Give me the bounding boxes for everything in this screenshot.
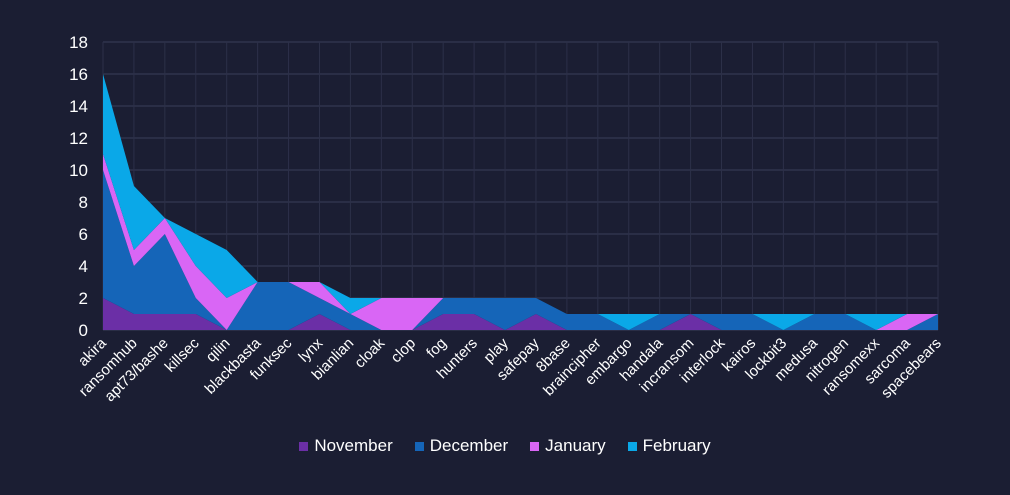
series-areas xyxy=(103,74,938,330)
y-tick-label: 12 xyxy=(69,129,88,148)
y-tick-label: 18 xyxy=(69,33,88,52)
legend-swatch xyxy=(530,441,540,451)
y-tick-label: 14 xyxy=(69,97,88,116)
y-tick-label: 10 xyxy=(69,161,88,180)
series-area-january xyxy=(103,154,938,330)
legend-swatch xyxy=(414,441,424,451)
legend-item-february: February xyxy=(627,436,711,456)
legend-swatch xyxy=(627,441,637,451)
legend-item-december: December xyxy=(414,436,509,456)
legend-label: December xyxy=(429,436,509,455)
series-area-december xyxy=(103,170,938,330)
series-area-november xyxy=(103,298,938,330)
legend-item-january: January xyxy=(530,436,606,456)
x-tick-label: killsec xyxy=(162,334,203,375)
y-tick-label: 4 xyxy=(79,257,88,276)
y-tick-label: 2 xyxy=(79,289,88,308)
legend-label: November xyxy=(314,436,393,455)
x-tick-label: cloak xyxy=(351,334,388,371)
legend-label: January xyxy=(545,436,606,455)
legend-label: February xyxy=(642,436,711,455)
y-tick-label: 6 xyxy=(79,225,88,244)
y-tick-label: 0 xyxy=(79,321,88,340)
y-tick-label: 8 xyxy=(79,193,88,212)
legend-swatch xyxy=(299,441,309,451)
x-tick-label: clop xyxy=(388,335,419,366)
y-axis-ticks: 0 2 4 6 8 10 12 14 16 18 xyxy=(69,33,88,340)
legend: November December January February xyxy=(0,436,1010,456)
y-tick-label: 16 xyxy=(69,65,88,84)
legend-item-november: November xyxy=(299,436,393,456)
